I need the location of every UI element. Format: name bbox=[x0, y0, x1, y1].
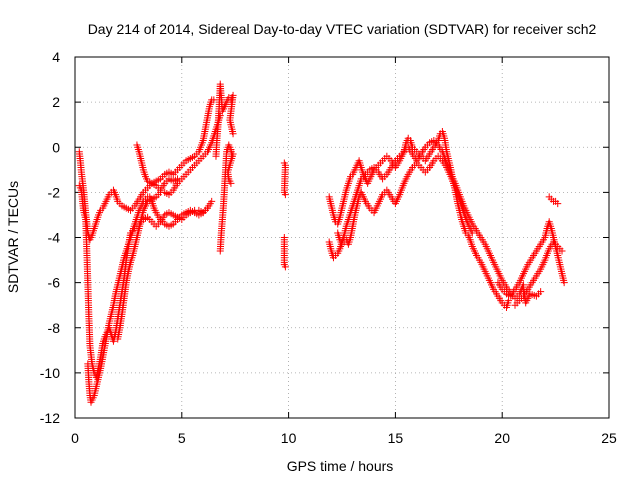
chart-title: Day 214 of 2014, Sidereal Day-to-day VTE… bbox=[88, 21, 597, 37]
y-tick-label: 4 bbox=[52, 49, 60, 65]
y-tick-label: -6 bbox=[48, 275, 61, 291]
y-tick-label: -8 bbox=[48, 320, 61, 336]
data-point bbox=[558, 247, 566, 255]
data-point bbox=[229, 130, 237, 138]
data-point bbox=[468, 229, 476, 237]
y-tick-label: -10 bbox=[40, 365, 60, 381]
data-point bbox=[203, 204, 211, 212]
x-tick-label: 15 bbox=[388, 430, 404, 446]
x-tick-label: 0 bbox=[71, 430, 79, 446]
x-axis-label: GPS time / hours bbox=[287, 458, 394, 474]
x-tick-label: 10 bbox=[281, 430, 297, 446]
data-point bbox=[560, 279, 568, 287]
x-tick-label: 5 bbox=[178, 430, 186, 446]
data-point bbox=[537, 288, 545, 296]
axis-ticks: 0 5 10 15 20 25 -12 -10 -8 -6 -4 -2 0 2 4 bbox=[40, 49, 617, 446]
data-point bbox=[227, 179, 235, 187]
y-tick-label: -4 bbox=[48, 230, 61, 246]
y-tick-label: 2 bbox=[52, 94, 60, 110]
y-tick-label: -2 bbox=[48, 184, 61, 200]
y-tick-label: 0 bbox=[52, 139, 60, 155]
data-point bbox=[281, 263, 289, 271]
y-axis-label: SDTVAR / TECUs bbox=[5, 181, 21, 293]
x-tick-label: 25 bbox=[601, 430, 617, 446]
data-point bbox=[208, 197, 216, 205]
data-points bbox=[75, 80, 568, 406]
data-point bbox=[554, 200, 562, 208]
data-point bbox=[281, 191, 289, 199]
y-tick-label: -12 bbox=[40, 410, 60, 426]
x-tick-label: 20 bbox=[494, 430, 510, 446]
